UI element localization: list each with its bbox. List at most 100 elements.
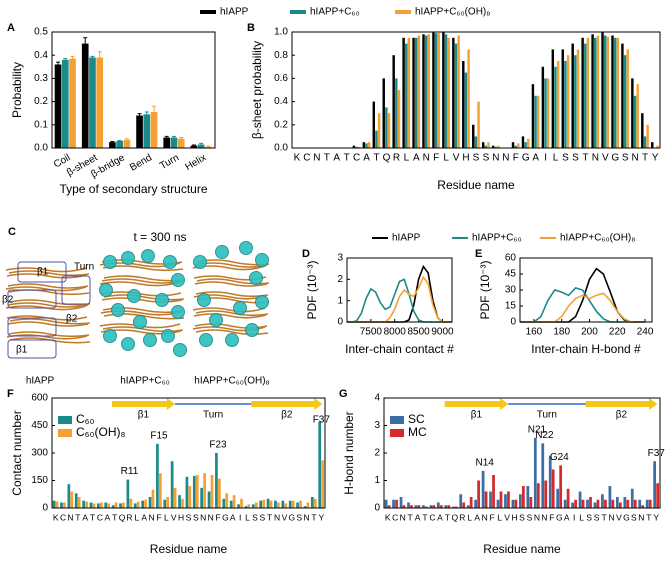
x-tick-label: A [363,153,370,164]
bar [641,505,645,508]
panel-label: B [247,22,255,34]
bar [173,487,177,508]
x-tick-label: S [527,512,533,522]
x-tick-label: L [497,512,502,522]
x-tick-label: G [611,153,619,164]
caption: hIAPP+C₆₀ [120,376,170,387]
bar [533,437,537,508]
legend-swatch [58,429,72,437]
legend-swatch [58,416,72,424]
bar [434,33,438,148]
x-tick-label: N [274,512,280,522]
bar [571,43,574,148]
bar [626,499,630,508]
bar [195,475,199,508]
bar [158,473,162,508]
strand [99,281,181,287]
bar [107,503,111,508]
bar [452,37,455,148]
fullerene [255,253,269,267]
bar [548,455,552,508]
bar [89,502,93,508]
x-tick-label: S [519,512,525,522]
topology-label: β2 [281,410,293,421]
x-tick-label: S [572,153,579,164]
y-tick-label: 0 [337,317,343,328]
bar [511,499,515,508]
bar [566,55,570,149]
x-tick-label: C [60,512,66,522]
strand [7,321,89,327]
strand [8,270,90,277]
strand [7,283,89,289]
bar [477,480,480,508]
bar [591,34,594,148]
bar [604,499,607,508]
fullerene [121,337,135,351]
x-tick-label: A [141,512,147,522]
bar [611,35,614,149]
bar [402,505,406,508]
x-tick-label: T [112,512,117,522]
x-tick-label: V [453,153,460,164]
bar [656,145,659,148]
bar [616,37,620,148]
bar [387,505,391,508]
bar [484,145,488,148]
bar [384,499,388,508]
x-tick-label: 9000 [431,327,454,338]
bar [646,124,649,148]
bar [477,101,480,148]
error-bar [63,58,68,62]
x-tick-label: A [413,153,420,164]
x-tick-label: F [156,512,161,522]
error-bar [164,135,169,140]
x-tick-label: K [294,153,301,164]
fullerene [155,293,169,307]
bar [85,501,88,508]
bar [439,505,443,508]
bar [615,497,619,508]
bar [653,461,657,508]
error-bar [152,105,157,119]
bar [203,473,206,508]
x-tick-label: C [97,512,103,522]
bar [355,146,358,148]
strand [9,318,91,325]
x-tick-label: Turn [158,152,181,172]
bar [574,55,577,149]
bar [104,502,108,508]
bar [559,465,563,508]
legend-label: MC [408,425,427,439]
bar [422,34,425,148]
x-tick-label: G [522,153,530,164]
bar [126,479,130,508]
bar [288,500,292,508]
x-tick-label: 240 [637,327,654,338]
plot-frame [383,397,661,509]
structure-label: β1 [16,345,28,356]
y-tick-label: 0.2 [34,96,48,107]
x-tick-label: R [393,153,400,164]
error-bar [110,141,115,144]
bar [499,491,503,508]
bar [487,142,490,148]
region-box [61,275,91,305]
bar [496,499,500,508]
bar [603,35,607,149]
bar [407,37,411,148]
bar [156,443,159,508]
bar [225,493,229,508]
bar [114,502,118,508]
bar [484,491,488,508]
bar [544,78,547,148]
fullerene [141,249,155,263]
x-tick-label: N [608,512,614,522]
bar [185,476,189,508]
plot-frame [51,31,216,149]
annotation: N21 [528,425,547,436]
y-tick-label: 1 [374,475,380,486]
x-tick-label: L [404,153,410,164]
bar [601,32,604,148]
bar [534,95,537,148]
